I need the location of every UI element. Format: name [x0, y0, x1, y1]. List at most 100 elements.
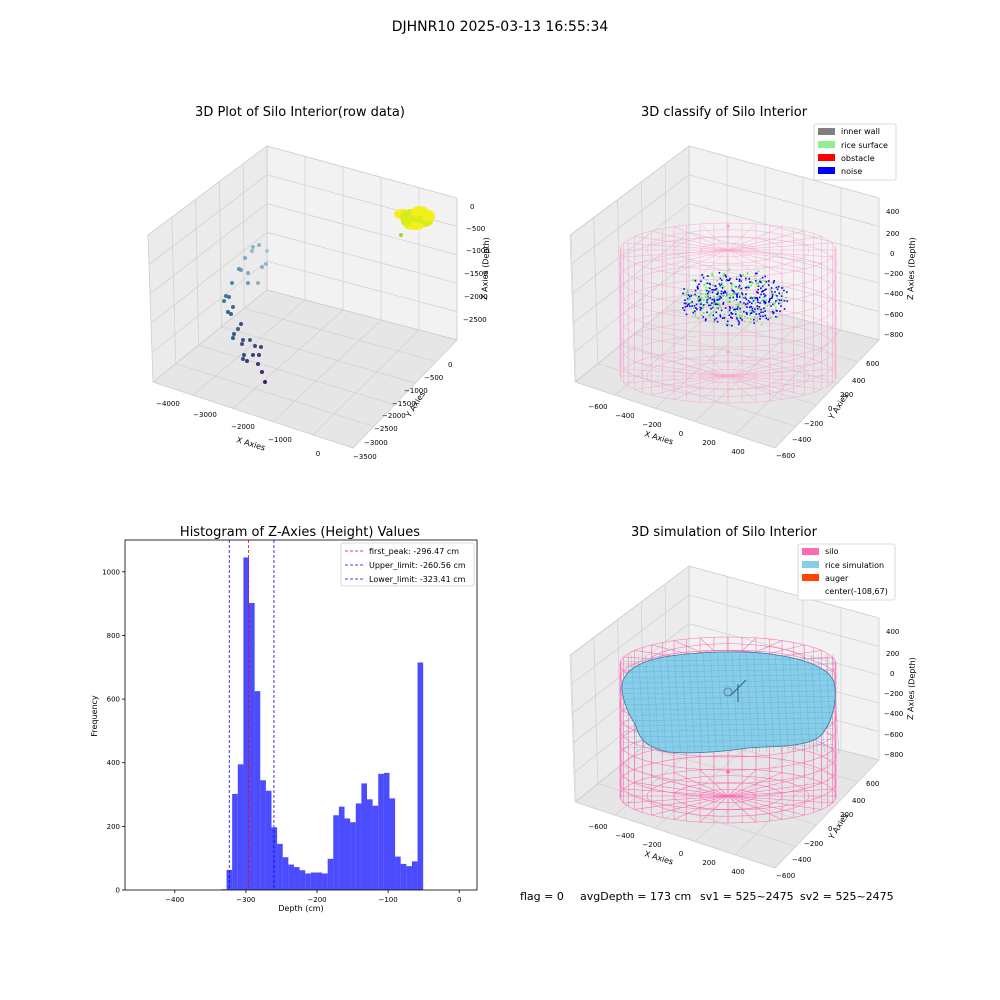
figure-suptitle: DJHNR10 2025-03-13 16:55:34 [392, 19, 609, 35]
noise-point [706, 289, 708, 292]
y-tick-label: 200 [840, 391, 853, 399]
noise-point [735, 278, 738, 280]
histogram-bar [327, 858, 334, 890]
rice-surface-point [727, 301, 729, 304]
grid-line [198, 344, 395, 406]
rice-surface-point [695, 295, 698, 297]
legend-label: rice simulation [825, 561, 884, 570]
cap-ring [673, 236, 783, 264]
noise-point [683, 288, 685, 290]
histogram-bar [344, 818, 351, 890]
rice-surface-point [725, 322, 728, 325]
noise-point [695, 303, 698, 306]
noise-point [759, 318, 761, 320]
noise-point [749, 281, 751, 283]
rice-surface-point [700, 301, 702, 303]
rice-surface-point [737, 287, 740, 289]
rice-surface-point [725, 280, 727, 282]
noise-point [754, 297, 757, 299]
surface-mesh-line [623, 669, 835, 673]
noise-point [716, 320, 719, 323]
rice-surface-point [754, 302, 757, 304]
rice-surface-point [717, 295, 719, 297]
noise-point [765, 317, 768, 320]
noise-point [694, 310, 696, 312]
rice-surface-point [754, 275, 756, 277]
rice-surface-point [731, 294, 734, 296]
x-tick-label: −100 [378, 896, 397, 904]
x-tick-label: −600 [588, 823, 607, 831]
noise-point [751, 309, 754, 312]
rice-surface-point [709, 290, 711, 293]
rice-surface-point [717, 289, 720, 292]
rice-surface-point [716, 302, 719, 304]
histogram-bar [389, 798, 396, 890]
noise-point [719, 315, 722, 318]
rice-surface-point [702, 307, 704, 309]
raw-point [241, 357, 245, 361]
noise-point [732, 290, 734, 292]
rice-surface-point [770, 293, 773, 295]
noise-point [684, 299, 686, 301]
grid-line [312, 329, 420, 436]
rice-surface-point [773, 304, 775, 306]
noise-point [683, 309, 686, 312]
cap-ring [673, 782, 783, 810]
noise-point [714, 285, 717, 287]
surface-mesh-line [703, 653, 710, 753]
histogram-bar [226, 869, 233, 890]
grid-line [688, 203, 880, 256]
y-tick-label: −200 [804, 840, 823, 848]
noise-point [726, 324, 728, 327]
cap-ring [673, 362, 783, 390]
y-tick-label: −3000 [364, 439, 388, 447]
noise-point [731, 317, 733, 319]
rice-surface-point [703, 284, 705, 286]
noise-point [730, 312, 732, 314]
noise-point [714, 288, 717, 291]
rice-surface-point [768, 303, 771, 306]
panel-simulation-3d: 3D simulation of Silo Interior −600 −400… [569, 525, 917, 880]
noise-point [722, 317, 724, 319]
noise-point [771, 294, 774, 296]
noise-point [711, 291, 714, 294]
surface-mesh-line [789, 653, 796, 753]
noise-point [737, 320, 740, 322]
rice-surface-point [705, 292, 707, 295]
rice-surface-point [687, 298, 690, 301]
noise-point [708, 304, 710, 307]
rice-surface-point [739, 294, 741, 296]
x-axis-label: X Axies [643, 849, 674, 866]
y-tick-label: −1500 [392, 400, 416, 408]
grid-line [175, 363, 374, 427]
y-tick-label: −600 [776, 452, 795, 460]
noise-point [764, 310, 766, 312]
noise-point [687, 294, 690, 296]
raw-point [243, 256, 247, 260]
noise-point [713, 289, 715, 291]
noise-point [765, 288, 767, 290]
panel-simulation-title: 3D simulation of Silo Interior [631, 525, 818, 540]
noise-point [758, 296, 761, 299]
noise-point [739, 274, 742, 276]
grid-line [242, 163, 245, 309]
noise-point [758, 306, 761, 308]
noise-point [699, 309, 702, 311]
noise-point [714, 303, 717, 306]
noise-point [728, 279, 731, 282]
rice-surface-point [779, 302, 782, 304]
rice-surface-point [701, 296, 703, 299]
rice-surface-point [753, 296, 755, 299]
noise-point [738, 280, 741, 282]
histogram-bar [411, 861, 418, 890]
cap-ring [700, 369, 756, 383]
grid-line [244, 308, 437, 362]
noise-point [724, 307, 727, 309]
noise-point [719, 277, 722, 280]
noise-point [739, 317, 742, 319]
noise-point [765, 281, 767, 283]
rice-surface-point [716, 296, 719, 299]
noise-point [746, 313, 748, 315]
raw-point [226, 310, 230, 314]
x-axis-label: X Axies [235, 435, 266, 452]
